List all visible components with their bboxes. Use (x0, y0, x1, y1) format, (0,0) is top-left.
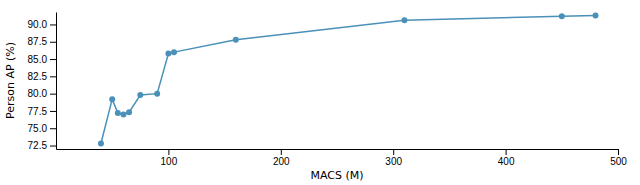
point (233, 37, 239, 43)
y-tick-mark (50, 76, 56, 77)
y-tick: 75.0 (28, 123, 56, 134)
y-tick-mark (50, 94, 56, 95)
y-tick-mark (50, 42, 56, 43)
point (401, 17, 407, 23)
x-tick-mark (506, 149, 507, 155)
y-tick: 77.5 (28, 106, 56, 117)
y-tick-mark (50, 111, 56, 112)
x-tick-label: 100 (161, 156, 178, 167)
y-tick-mark (50, 24, 56, 25)
point (126, 109, 132, 115)
x-axis-title: MACS (M) (310, 169, 363, 182)
x-tick: 500 (610, 149, 627, 167)
y-axis-title: Person AP (%) (4, 42, 17, 119)
y-tick: 90.0 (28, 19, 56, 30)
point (165, 51, 171, 57)
y-tick: 82.5 (28, 71, 56, 82)
y-tick: 85.0 (28, 54, 56, 65)
x-tick: 100 (161, 149, 178, 167)
x-axis: 100 200 300 400 500 (57, 149, 628, 167)
point (98, 140, 104, 146)
x-axis-line (57, 149, 619, 150)
point (559, 13, 565, 19)
x-tick-mark (281, 149, 282, 155)
x-tick-label: 200 (273, 156, 290, 167)
y-tick-label: 80.0 (28, 88, 48, 99)
x-tick: 400 (498, 149, 515, 167)
x-tick-label: 300 (385, 156, 402, 167)
y-tick: 72.5 (28, 140, 56, 151)
y-tick-label: 82.5 (28, 71, 48, 82)
point (171, 49, 177, 55)
y-axis-line (56, 13, 57, 150)
x-tick: 300 (385, 149, 402, 167)
y-tick: 80.0 (28, 88, 56, 99)
chart: 100 200 300 400 500 72.5 75.0 77.5 80.0 82.5 85.0 8… (0, 0, 640, 185)
point (137, 92, 143, 98)
x-tick: 200 (273, 149, 290, 167)
y-tick-label: 77.5 (28, 106, 48, 117)
x-tick-label: 400 (498, 156, 515, 167)
y-tick-label: 72.5 (28, 140, 48, 151)
point (593, 12, 599, 18)
y-tick: 87.5 (28, 36, 56, 47)
y-tick-label: 87.5 (28, 36, 48, 47)
x-tick-mark (168, 149, 169, 155)
y-tick-mark (50, 59, 56, 60)
y-tick-label: 75.0 (28, 123, 48, 134)
y-axis: 72.5 75.0 77.5 80.0 82.5 85.0 87.5 90.0 (28, 13, 57, 152)
line (101, 15, 596, 143)
point (109, 96, 115, 102)
point (120, 111, 126, 117)
point (115, 110, 121, 116)
marks (98, 12, 599, 146)
y-tick-label: 90.0 (28, 19, 48, 30)
y-tick-mark (50, 146, 56, 147)
x-tick-mark (393, 149, 394, 155)
y-tick-label: 85.0 (28, 54, 48, 65)
plot: 100 200 300 400 500 72.5 75.0 77.5 80.0 82.5 85.0 8… (28, 12, 628, 167)
y-tick-mark (50, 128, 56, 129)
x-tick-mark (618, 149, 619, 155)
point (154, 91, 160, 97)
x-tick-label: 500 (610, 156, 627, 167)
